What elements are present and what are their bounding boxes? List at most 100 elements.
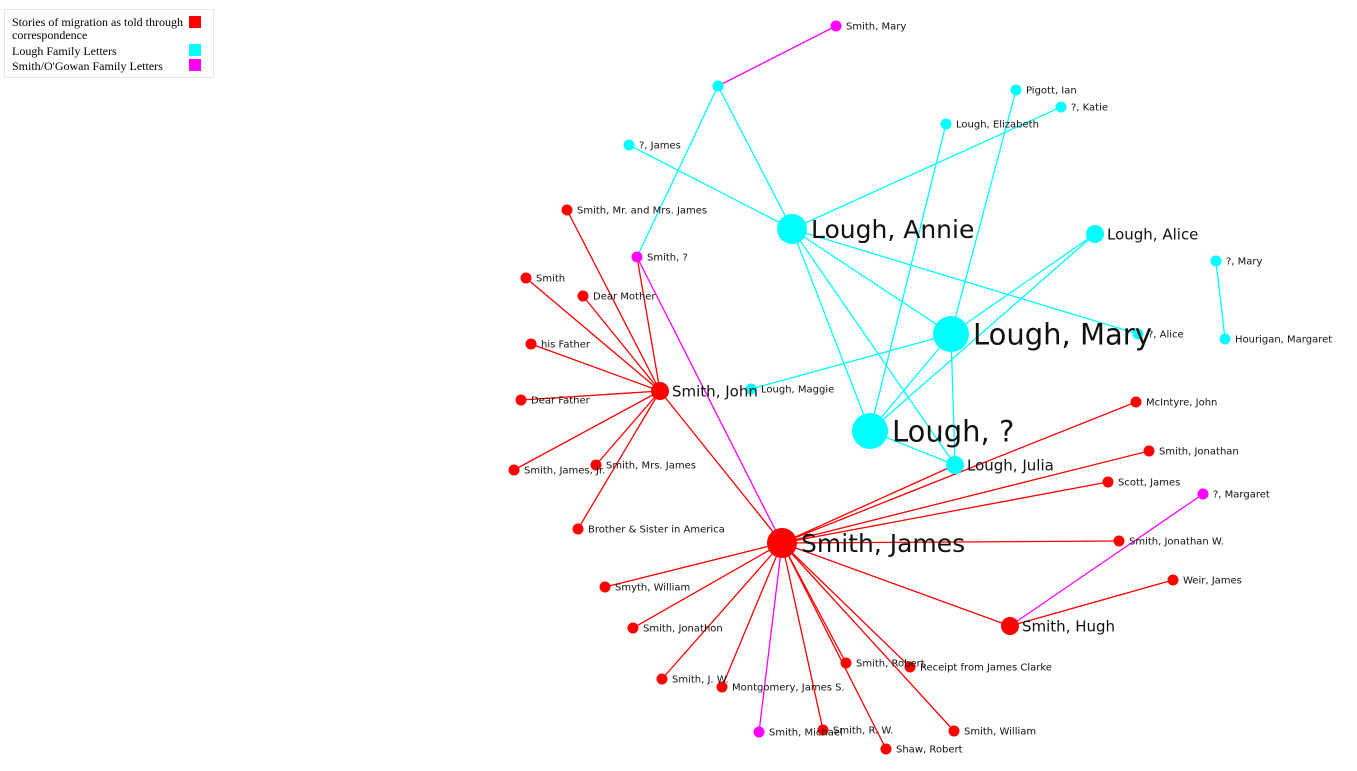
node-label-shaw-robert: Shaw, Robert [896,745,963,756]
node-lough-elizabeth[interactable] [940,118,952,130]
edge-smith_john-smith_mr_mrs_james [566,209,661,392]
node-lough-julia[interactable] [946,456,964,474]
node-mcintyre-john[interactable] [1130,396,1142,408]
edge-smith_john-smith_q [636,256,661,392]
edge-smith_james-receipt_james_clarke [781,542,911,668]
legend: Stories of migration as told through cor… [4,9,214,78]
node-scott-james[interactable] [1102,476,1114,488]
nodes-layer [508,20,1231,755]
node-smith-rw[interactable] [817,724,829,736]
edge-lough_annie-lough_julia [791,228,956,466]
edge-lough_annie-lough_mary [791,228,952,335]
node-label-smith-james-jr: Smith, James, Jr. [524,466,605,477]
node-smith-jonathon[interactable] [627,622,639,634]
node-label-dear-mother: Dear Mother [593,292,656,303]
edges-layer [513,25,1226,750]
node-lough-mary[interactable] [933,316,969,352]
edge-smith_james-smith_rw [781,542,824,731]
edge-q_james-lough_annie [628,144,793,230]
edge-lough_elizabeth-lough_q [869,123,947,432]
node-smith-mary[interactable] [830,20,842,32]
node-smith-mr-mrs-james[interactable] [561,204,573,216]
node-smith-james[interactable] [767,528,797,558]
legend-label-lough: Lough Family Letters [12,44,117,58]
node-pigott-ian[interactable] [1010,84,1022,96]
node-receipt-james-clarke[interactable] [904,661,916,673]
node-label-scott-james: Scott, James [1118,478,1180,489]
node-dear-mother[interactable] [577,290,589,302]
node-label-smith-mr-mrs-james: Smith, Mr. and Mrs. James [577,206,707,217]
node-dear-father[interactable] [515,394,527,406]
node-label-receipt-james-clarke: Receipt from James Clarke [920,663,1052,674]
node-shaw-robert[interactable] [880,743,892,755]
node-q-katie[interactable] [1055,101,1067,113]
edge-pigott_ian-lough_mary [950,89,1017,335]
node-label-smith-mrs-james: Smith, Mrs. James [606,461,696,472]
edge-hub_cyan-lough_annie [717,85,793,230]
node-smith-jonathan-w[interactable] [1113,535,1125,547]
node-smyth-william[interactable] [599,581,611,593]
node-label-his-father: his Father [541,340,591,351]
edge-smith_james-smith_jw [661,542,783,680]
node-label-smith-jonathon: Smith, Jonathon [643,624,723,635]
edge-smith_john-dear_mother [582,295,661,392]
edge-lough_alice-lough_mary [950,233,1096,335]
node-weir-james[interactable] [1167,574,1179,586]
node-smith-q[interactable] [631,251,643,263]
node-label-smith-robert: Smith, Robert [856,659,925,670]
node-q-margaret[interactable] [1197,488,1209,500]
node-smith-hugh[interactable] [1001,617,1019,635]
node-label-smith-james: Smith, James [801,529,965,558]
node-montgomery-james-s[interactable] [716,681,728,693]
edge-smith_hugh-q_margaret [1009,493,1204,627]
node-q-james[interactable] [623,139,635,151]
node-label-smith-jonathan-w: Smith, Jonathan W. [1129,537,1224,548]
edge-smith_james-shaw_robert [781,542,887,750]
node-label-q-mary: ?, Mary [1226,257,1263,268]
node-smith-jonathan[interactable] [1143,445,1155,457]
node-q-mary[interactable] [1210,255,1222,267]
node-smith[interactable] [520,272,532,284]
edge-smith_john-smith_james [659,390,783,544]
edge-lough_mary-lough_maggie [750,333,952,390]
node-hub-cyan[interactable] [712,80,724,92]
node-label-lough-maggie: Lough, Maggie [761,385,834,396]
node-smith-jw[interactable] [656,673,668,685]
node-smith-john[interactable] [651,382,669,400]
node-brother-sister[interactable] [572,523,584,535]
edge-smith_james-scott_james [781,481,1109,544]
node-lough-annie[interactable] [777,214,807,244]
legend-item-lough: Lough Family Letters [12,45,117,58]
edge-smith_john-smith [525,277,661,392]
node-label-lough-julia: Lough, Julia [967,456,1054,474]
edge-smith_james-smith_jonathan [781,450,1150,544]
node-smith-mrs-james[interactable] [590,459,602,471]
node-lough-alice[interactable] [1086,225,1104,243]
node-label-lough-q: Lough, ? [892,414,1014,448]
node-q-alice[interactable] [1132,328,1144,340]
edge-lough_mary-lough_q [869,333,952,432]
node-label-smith-q: Smith, ? [647,253,688,264]
edge-smith_james-smith_jonathan_w [781,540,1120,544]
edge-smith_john-smith_mrs_james [595,390,661,466]
edge-lough_alice-lough_q [869,233,1096,432]
labels-layer: Smith, Mary Pigott, Ian ?, Katie Lough, Eli… [524,22,1332,756]
node-smith-james-jr[interactable] [508,464,520,476]
node-label-pigott-ian: Pigott, Ian [1026,86,1077,97]
node-his-father[interactable] [525,338,537,350]
node-label-q-alice: ?, Alice [1148,330,1184,341]
edge-smith_john-brother_sister [577,390,661,530]
node-label-smith-jonathan: Smith, Jonathan [1159,447,1239,458]
node-label-q-margaret: ?, Margaret [1213,490,1270,501]
node-lough-maggie[interactable] [745,383,757,395]
node-smith-michael[interactable] [753,726,765,738]
node-smith-william[interactable] [948,725,960,737]
edge-smith_james-smith_jonathon [632,542,783,629]
edge-smith_james-montgomery_james_s [721,542,783,688]
node-hourigan-margaret[interactable] [1219,333,1231,345]
node-lough-q[interactable] [852,413,888,449]
edge-lough_mary-lough_julia [950,333,956,466]
node-smith-robert[interactable] [840,657,852,669]
edge-smith_john-smith_james_jr [513,390,661,471]
